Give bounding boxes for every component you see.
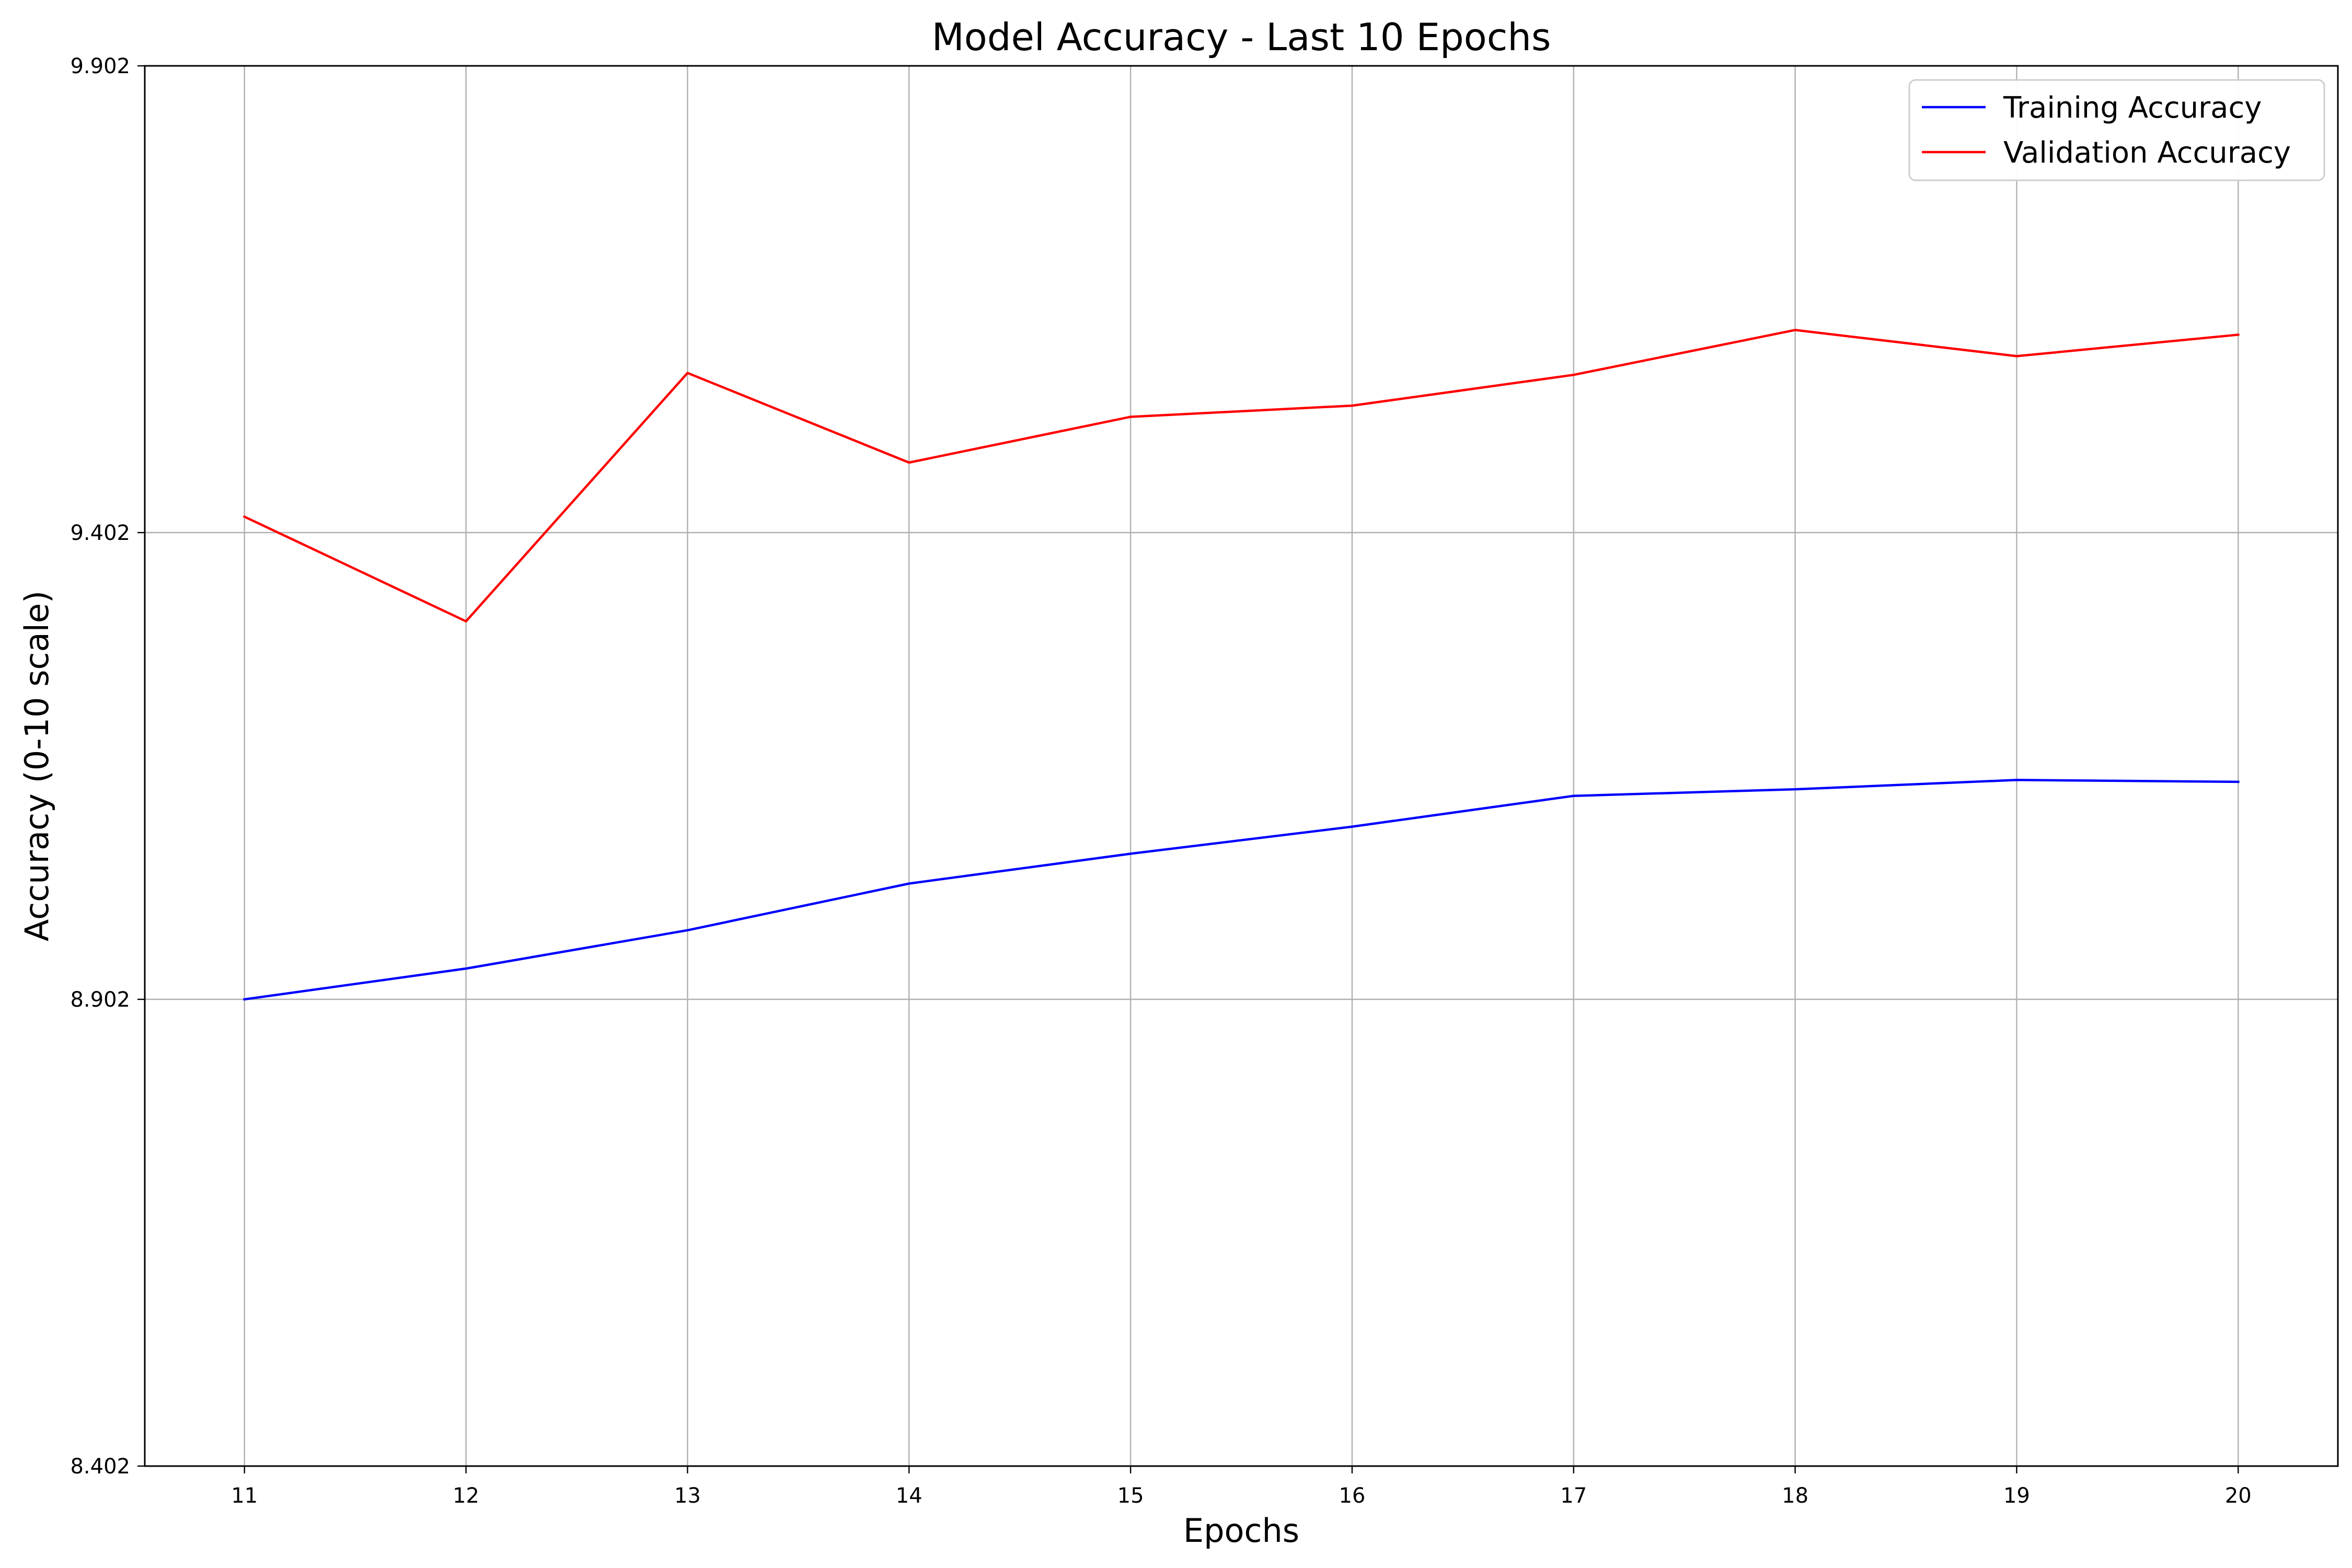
y-tick-label: 9.402	[70, 521, 130, 545]
x-tick-label: 20	[2225, 1484, 2252, 1508]
x-tick-label: 15	[1117, 1484, 1144, 1508]
x-tick-label: 17	[1560, 1484, 1587, 1508]
y-tick-label: 8.402	[70, 1455, 130, 1479]
plot-area-frame	[144, 65, 2339, 1467]
x-tick-label: 12	[453, 1484, 479, 1508]
x-tick-label: 13	[674, 1484, 701, 1508]
legend-label: Training Accuracy	[2003, 91, 2262, 125]
x-tick-label: 18	[1782, 1484, 1808, 1508]
axis-ticks: 11 12 13 14 15 16 17 18 19 20 8.402 8.902 9.402 9.902	[70, 54, 2251, 1508]
legend-label: Validation Accuracy	[2003, 136, 2291, 170]
x-tick-label: 14	[896, 1484, 923, 1508]
chart-title: Model Accuracy - Last 10 Epochs	[932, 15, 1551, 59]
series-line-validation	[243, 329, 2240, 622]
series-line-training	[243, 779, 2240, 1001]
x-axis-label: Epochs	[1183, 1512, 1299, 1550]
x-tick-label: 16	[1339, 1484, 1365, 1508]
y-tick-label: 9.902	[70, 54, 130, 78]
legend: Training Accuracy Validation Accuracy	[1908, 79, 2325, 181]
y-tick-label: 8.902	[70, 988, 130, 1012]
legend-box	[1908, 79, 2325, 181]
grid-lines	[145, 66, 2338, 1466]
x-tick-label: 19	[2003, 1484, 2030, 1508]
series-lines	[243, 329, 2240, 1001]
x-tick-label: 11	[231, 1484, 258, 1508]
y-axis-label: Accuracy (0-10 scale)	[18, 591, 56, 941]
